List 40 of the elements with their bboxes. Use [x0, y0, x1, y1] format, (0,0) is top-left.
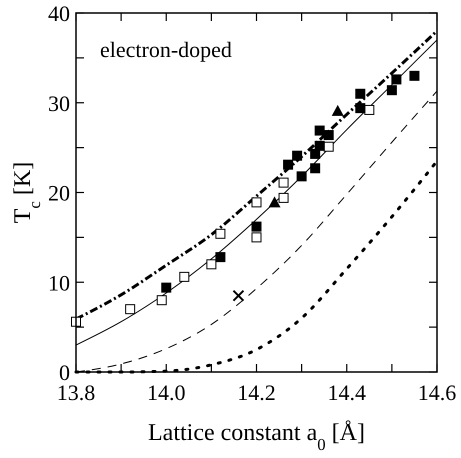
point — [310, 163, 320, 174]
point — [268, 196, 281, 208]
point — [252, 197, 262, 208]
y-tick-label: 10 — [48, 270, 70, 296]
x-axis-title: Lattice constant a$_{0}$ [Å] — [148, 420, 365, 454]
point — [125, 304, 136, 314]
point — [324, 130, 334, 140]
point — [292, 150, 302, 161]
point — [278, 178, 289, 188]
point — [156, 295, 167, 306]
point — [314, 140, 325, 151]
point — [391, 74, 402, 84]
x-tick-label: 14.6 — [418, 380, 456, 405]
point — [386, 85, 397, 96]
point — [215, 252, 226, 262]
x-tick-label: 14.2 — [237, 380, 276, 405]
point — [252, 222, 262, 232]
y-tick-label: 20 — [48, 180, 70, 206]
point — [296, 171, 307, 182]
point — [252, 232, 262, 242]
point — [324, 142, 334, 152]
x-tick-label: 14.4 — [328, 380, 366, 405]
y-tick-label: 30 — [48, 90, 70, 116]
point — [332, 104, 344, 116]
y-tick-label: 40 — [48, 1, 70, 26]
point — [355, 103, 366, 114]
point — [161, 282, 172, 293]
point — [355, 88, 366, 99]
point — [206, 259, 216, 270]
point — [278, 192, 289, 203]
x-tick-label: 14.0 — [147, 380, 186, 405]
point — [232, 290, 244, 302]
point — [283, 160, 294, 170]
point — [179, 272, 190, 282]
annotation: electron-doped — [100, 37, 232, 62]
point — [409, 70, 420, 81]
point — [215, 228, 226, 239]
point — [310, 148, 320, 159]
point — [314, 126, 325, 136]
point — [364, 104, 374, 115]
